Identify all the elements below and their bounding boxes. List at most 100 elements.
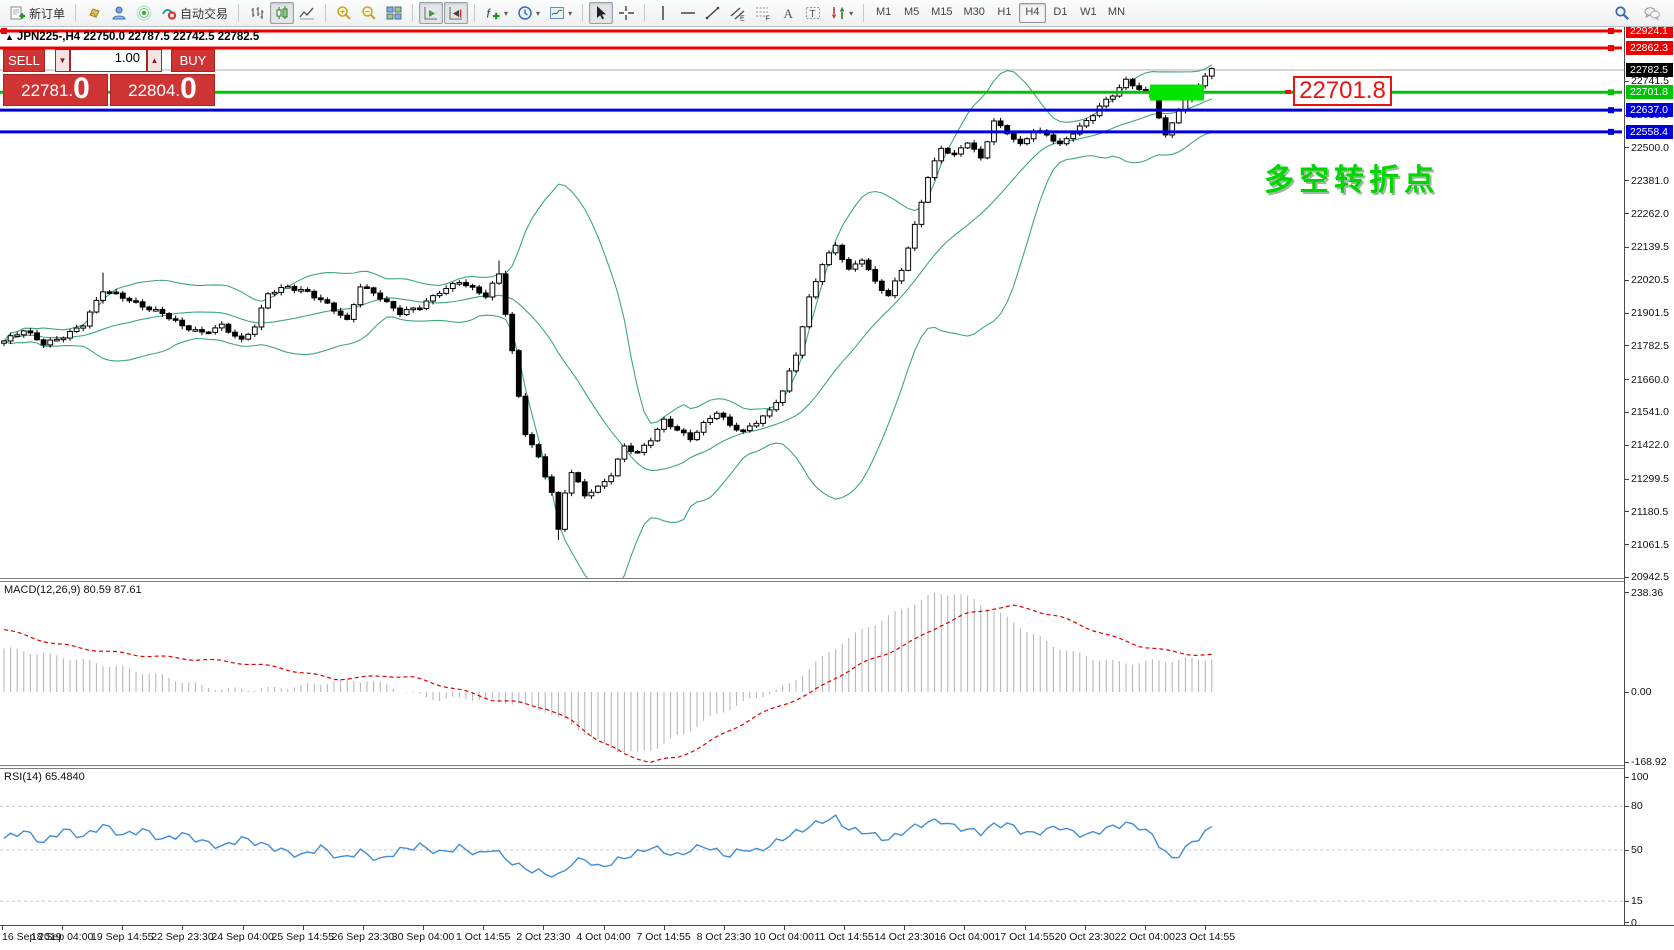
axis-tick-mark [1625,147,1629,149]
axis-tick-label: 22500.0 [1631,141,1669,154]
axis-tick-label: 22741.5 [1631,75,1669,88]
axis-tick-mark [1625,691,1629,693]
auto-scroll-button[interactable] [419,2,444,24]
toolbar-separator [582,4,584,22]
vertical-line-button[interactable] [651,2,675,24]
line-chart-button[interactable] [295,2,319,24]
chat-button[interactable] [1640,2,1664,24]
chart-shift-button[interactable] [444,2,469,24]
time-tick-mark [663,926,665,930]
collapse-triangle-icon[interactable]: ▲ [5,32,14,42]
toolbar-separator [325,4,327,22]
new-order-button[interactable]: 新订单 [6,2,69,24]
pivot-annotation[interactable]: 多空转折点 [1264,164,1439,197]
timeframe-m1[interactable]: M1 [875,6,892,18]
time-tick-mark [904,926,906,930]
algo-trading-button[interactable]: 自动交易 [157,2,232,24]
gold-button[interactable] [82,2,106,24]
time-tick-mark [964,926,966,930]
zoom-in-button[interactable] [332,2,356,24]
crosshair-button[interactable] [614,2,638,24]
svg-text:A: A [784,6,794,21]
timeframe-h1[interactable]: H1 [997,6,1012,18]
time-tick-mark [844,926,846,930]
sell-button[interactable]: SELL [3,49,45,72]
dropdown-caret-icon[interactable]: ▾ [568,8,573,18]
dropdown-caret-icon[interactable]: ▾ [536,8,541,18]
toolbar-group-chart-types [243,0,321,26]
new-order-icon [10,5,26,21]
chart-shift-icon [448,5,464,21]
time-axis[interactable]: 16 Sep 2019 18 Sep 04:00 19 Sep 14:55 22 Se… [0,925,1674,950]
time-tick-label: 2 Oct 23:30 [516,931,571,943]
periods-button[interactable]: ▾ [513,2,544,24]
arrows-icon [830,5,846,21]
rsi-label: RSI(14) 65.4840 [4,771,85,783]
axis-tick-label: 21660.0 [1631,373,1669,386]
vertical-line-icon [655,5,671,21]
templates-button[interactable]: ▾ [545,2,576,24]
fibonacci-button[interactable]: F [751,2,775,24]
timeframe-mn[interactable]: MN [1107,6,1126,18]
svg-text:E: E [740,16,745,22]
dropdown-caret-icon[interactable]: ▾ [849,8,854,18]
arrows-button[interactable]: ▾ [826,2,857,24]
horizontal-line-icon [680,5,696,21]
channel-button[interactable]: E [726,2,750,24]
time-tick-mark [122,926,124,930]
timeframe-h4[interactable]: H4 [1018,3,1046,23]
price-callout-box[interactable]: 22701.8 [1293,76,1392,106]
toolbar-group-scroll [417,0,470,26]
zoom-out-button[interactable] [357,2,381,24]
chart-title: ▲ JPN225-,H4 22750.0 22787.5 22742.5 2278… [5,31,259,43]
volume-up-button[interactable]: ▲ [147,49,162,72]
price-level-label: 22558.4 [1626,124,1673,139]
candlestick-icon [274,5,290,21]
trendline-button[interactable] [701,2,725,24]
toolbar-group-services: 自动交易 [80,0,234,26]
sell-price-main: 22781 [21,81,69,100]
panel-splitter[interactable] [0,578,1624,582]
bar-chart-button[interactable] [245,2,269,24]
horizontal-line-button[interactable] [676,2,700,24]
axis-tick-mark [1625,279,1629,281]
rsi-panel[interactable] [0,769,1624,925]
volume-input[interactable]: 1.00 [70,49,147,72]
timeframe-w1[interactable]: W1 [1080,6,1097,18]
buy-price[interactable]: 22804. 0 [110,74,215,106]
search-button[interactable] [1610,2,1634,24]
candlestick-button[interactable] [270,2,295,24]
axis-tick-mark [1625,478,1629,480]
profile-icon [111,5,127,21]
macd-panel[interactable] [0,582,1624,765]
buy-button[interactable]: BUY [171,49,215,72]
timeframe-d1[interactable]: D1 [1053,6,1068,18]
auto-scroll-icon [423,5,439,21]
chart-ohlc-text: JPN225-,H4 22750.0 22787.5 22742.5 22782… [16,31,260,43]
axis-tick-mark [1625,411,1629,413]
panel-splitter[interactable] [0,765,1624,769]
time-tick-mark [1084,926,1086,930]
axis-tick-label: 21180.5 [1631,505,1669,518]
timeframe-m15[interactable]: M15 [931,6,953,18]
timeframe-m5[interactable]: M5 [903,6,920,18]
axis-tick-mark [1625,345,1629,347]
indicators-button[interactable]: f ▾ [481,2,512,24]
tile-windows-button[interactable] [382,2,406,24]
profile-button[interactable] [107,2,131,24]
buy-price-main: 22804 [128,81,176,100]
text-label-button[interactable]: T [801,2,825,24]
cursor-button[interactable] [589,2,614,24]
dropdown-caret-icon[interactable]: ▾ [504,8,509,18]
time-tick-label: 17 Oct 14:55 [994,931,1055,943]
sell-price[interactable]: 22781. 0 [3,74,108,106]
price-chart[interactable] [0,27,1624,592]
signals-button[interactable] [132,2,156,24]
text-button[interactable]: A [776,2,800,24]
volume-down-button[interactable]: ▼ [55,49,70,72]
time-tick-mark [62,926,64,930]
algo-trading-button-label: 自动交易 [180,6,229,21]
axis-tick-label: 21061.5 [1631,538,1669,551]
price-axis[interactable]: 22741.522619.022500.022381.022262.022139… [1624,24,1674,929]
timeframe-m30[interactable]: M30 [963,6,985,18]
